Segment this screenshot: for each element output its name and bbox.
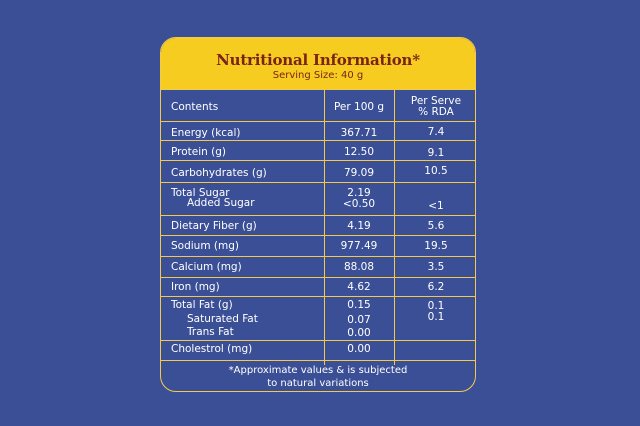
- saturated-fat-rda: 0.1: [427, 311, 445, 323]
- nutrition-card: Nutritional Information* Serving Size: 4…: [160, 37, 476, 392]
- header-per100: Per 100 g: [333, 101, 385, 113]
- cholesterol-per100: 0.00: [347, 343, 371, 355]
- added-sugar-rda: <1: [428, 200, 444, 212]
- calcium-rda: 3.5: [427, 261, 445, 273]
- header-per-serve: Per Serve: [410, 95, 462, 107]
- saturated-fat-label: Saturated Fat: [187, 313, 258, 325]
- row-divider: [161, 182, 475, 183]
- fiber-rda: 5.6: [427, 220, 445, 232]
- serving-size: Serving Size: 40 g: [272, 70, 364, 81]
- protein-per100: 12.50: [343, 146, 375, 158]
- footnote-line-2: to natural variations: [267, 378, 369, 389]
- energy-label: Energy (kcal): [171, 127, 241, 139]
- protein-label: Protein (g): [171, 146, 227, 158]
- fat-rda: 0.1: [427, 300, 445, 312]
- fat-label: Total Fat (g): [171, 299, 233, 311]
- added-sugar-per100: <0.50: [342, 198, 376, 210]
- row-divider: [161, 277, 475, 278]
- carbs-rda: 10.5: [424, 165, 448, 177]
- trans-fat-per100: 0.00: [347, 327, 371, 339]
- energy-rda: 7.4: [427, 126, 445, 138]
- sodium-label: Sodium (mg): [171, 240, 239, 252]
- sodium-per100: 977.49: [340, 240, 378, 252]
- sugar-per100: 2.19: [347, 187, 371, 199]
- header-rda: % RDA: [418, 106, 454, 118]
- cholesterol-label: Cholestrol (mg): [171, 343, 253, 355]
- footnote: *Approximate values & is subjected to na…: [161, 364, 475, 390]
- row-divider: [161, 215, 475, 216]
- energy-per100: 367.71: [340, 127, 378, 139]
- calcium-per100: 88.08: [343, 261, 375, 273]
- row-divider: [161, 160, 475, 161]
- fiber-label: Dietary Fiber (g): [171, 220, 257, 232]
- saturated-fat-per100: 0.07: [347, 314, 371, 326]
- row-divider: [161, 121, 475, 122]
- row-divider: [161, 256, 475, 257]
- row-divider: [161, 235, 475, 236]
- row-divider: [161, 360, 475, 361]
- column-divider: [324, 89, 325, 365]
- row-divider: [161, 340, 475, 341]
- iron-label: Iron (mg): [171, 281, 220, 293]
- calcium-label: Calcium (mg): [171, 261, 242, 273]
- card-header: Nutritional Information* Serving Size: 4…: [161, 38, 475, 89]
- iron-rda: 6.2: [427, 281, 445, 293]
- row-divider: [161, 89, 475, 90]
- title: Nutritional Information*: [216, 51, 420, 69]
- row-divider: [161, 296, 475, 297]
- row-divider: [161, 140, 475, 141]
- fat-per100: 0.15: [347, 299, 371, 311]
- carbs-per100: 79.09: [343, 167, 375, 179]
- fiber-per100: 4.19: [347, 220, 371, 232]
- header-contents: Contents: [171, 101, 219, 113]
- added-sugar-label: Added Sugar: [187, 197, 255, 209]
- sodium-rda: 19.5: [424, 240, 448, 252]
- column-divider: [394, 89, 395, 365]
- footnote-line-1: *Approximate values & is subjected: [228, 365, 408, 376]
- carbs-label: Carbohydrates (g): [171, 167, 267, 179]
- protein-rda: 9.1: [427, 147, 445, 159]
- iron-per100: 4.62: [347, 281, 371, 293]
- trans-fat-label: Trans Fat: [187, 326, 234, 338]
- sugar-label: Total Sugar: [171, 187, 230, 199]
